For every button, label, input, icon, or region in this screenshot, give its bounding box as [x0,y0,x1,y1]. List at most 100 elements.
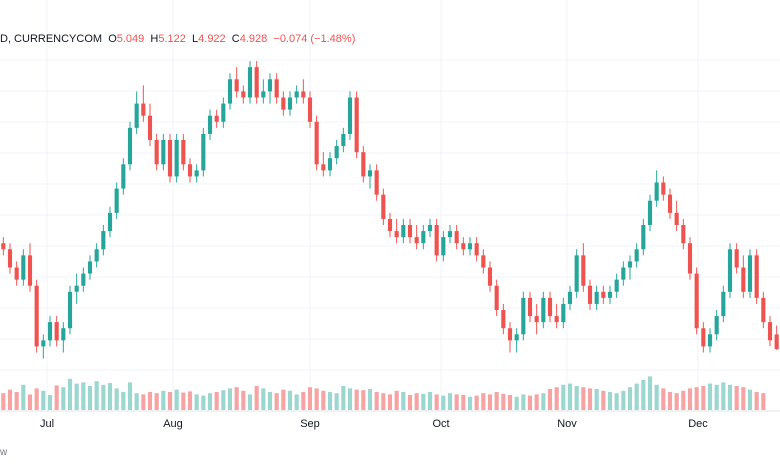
candle-body [347,97,353,134]
candle-body [181,140,186,165]
candle-body [541,297,546,323]
volume-bar [621,390,626,410]
x-tick-label: Sep [300,418,320,430]
candle [727,243,733,298]
candle-body [261,91,266,98]
x-tick-label: Dec [688,418,708,430]
candle-body [567,291,573,304]
candle-body [27,255,33,286]
volume-bar [747,389,753,410]
candle [27,243,33,292]
candle [514,328,519,353]
candle-body [74,285,79,292]
candle-body [254,67,259,98]
candle [67,285,73,335]
candle-body [127,127,133,165]
candle-body [321,164,326,171]
candle [541,291,546,329]
volume-bar [527,395,533,410]
candle [247,61,253,104]
candle-body [574,255,579,292]
candle-body [487,267,493,286]
candle [687,237,693,280]
volume-bar [427,392,433,410]
candle-body [521,297,526,335]
candle [241,85,246,104]
candle [494,279,499,317]
volume-bar [207,393,213,410]
candle-body [647,200,653,225]
volume-bar [61,387,66,410]
volume-bar [254,386,259,410]
candle-body [281,97,286,110]
volume-bar [661,388,666,410]
volume-bar [181,392,186,410]
candle-body [301,91,306,98]
candle-body [654,182,659,201]
volume-bar [634,383,639,410]
candle [627,255,633,280]
candle [7,243,13,274]
candle-body [641,225,646,250]
candle-body [627,261,633,268]
candle-body [727,249,733,292]
candle-body [614,279,619,292]
candle [167,133,173,183]
candle [21,249,26,286]
candle-body [387,218,393,232]
candle [734,243,739,274]
candle-body [207,115,213,134]
volume-bar [627,387,633,410]
candle-body [454,231,459,244]
candle [601,285,606,304]
candle-body [241,91,246,98]
volume-bar [247,394,253,410]
x-tick-label: Nov [557,418,577,430]
candle [187,158,193,183]
candle [261,79,266,104]
volume-bar [221,390,226,410]
candle [754,249,759,304]
candle [327,152,333,177]
candle-body [41,340,46,347]
candle-body [214,115,219,122]
volume-bar [67,378,73,410]
candle [147,103,153,147]
candle-body [587,285,593,304]
volume-bar [261,388,266,410]
volume-bar [167,392,173,410]
volume-bar [341,386,346,410]
volume-bar [327,392,333,410]
volume-bar [121,392,126,410]
candle-body [107,212,113,232]
candle-body [341,133,346,147]
volume-bar [381,393,386,410]
candle-body [721,291,726,317]
candle-body [701,328,706,347]
candle [461,237,466,256]
volume-bar [1,393,6,410]
candle-body [354,97,359,153]
volume-bar [601,390,606,410]
candle-body [674,212,679,225]
candle-body [14,267,19,280]
candle [361,146,366,183]
volume-bar [394,390,399,410]
candle [161,133,166,171]
candle-body [447,231,453,238]
candle-body [734,249,739,268]
candle [747,249,753,298]
candle [454,225,459,250]
candle [714,310,719,341]
candle [381,188,386,225]
volume-bar [461,395,466,410]
candle-body [581,255,586,286]
volume-bar [587,388,593,410]
volume-bar [421,393,426,410]
candle-body [247,67,253,98]
candle-body [187,164,193,177]
candle-body [87,261,93,274]
candle [114,182,119,219]
